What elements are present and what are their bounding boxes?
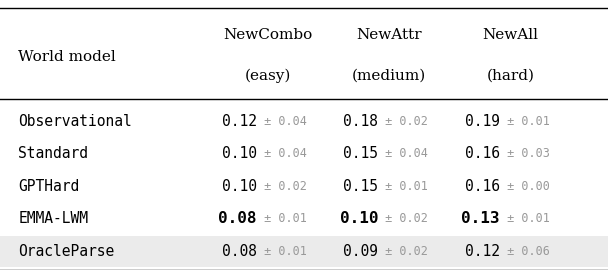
Text: GPTHard: GPTHard — [18, 179, 80, 194]
Text: 0.09: 0.09 — [343, 244, 378, 259]
Text: ± 0.04: ± 0.04 — [257, 147, 306, 160]
Text: ± 0.02: ± 0.02 — [378, 212, 428, 225]
Text: 0.12: 0.12 — [221, 114, 257, 129]
Text: Standard: Standard — [18, 146, 88, 161]
Text: 0.10: 0.10 — [221, 146, 257, 161]
Text: 0.12: 0.12 — [465, 244, 500, 259]
Text: 0.15: 0.15 — [343, 179, 378, 194]
Text: 0.15: 0.15 — [343, 146, 378, 161]
Text: 0.08: 0.08 — [218, 211, 257, 226]
Text: 0.18: 0.18 — [343, 114, 378, 129]
Text: (easy): (easy) — [244, 68, 291, 83]
Text: NewAttr: NewAttr — [356, 28, 422, 42]
Text: ± 0.01: ± 0.01 — [500, 115, 550, 128]
Text: ± 0.01: ± 0.01 — [257, 245, 306, 258]
Text: OracleParse: OracleParse — [18, 244, 114, 259]
Text: ± 0.01: ± 0.01 — [500, 212, 550, 225]
Text: (hard): (hard) — [487, 69, 534, 83]
Text: NewCombo: NewCombo — [223, 28, 312, 42]
FancyBboxPatch shape — [0, 235, 608, 267]
Text: ± 0.03: ± 0.03 — [500, 147, 550, 160]
Text: ± 0.01: ± 0.01 — [378, 180, 428, 193]
Text: ± 0.02: ± 0.02 — [378, 245, 428, 258]
Text: ± 0.02: ± 0.02 — [378, 115, 428, 128]
Text: 0.13: 0.13 — [461, 211, 500, 226]
Text: Observational: Observational — [18, 114, 132, 129]
Text: World model: World model — [18, 50, 116, 64]
Text: 0.08: 0.08 — [221, 244, 257, 259]
Text: ± 0.00: ± 0.00 — [500, 180, 550, 193]
Text: ± 0.04: ± 0.04 — [257, 115, 306, 128]
Text: ± 0.04: ± 0.04 — [378, 147, 428, 160]
Text: EMMA-LWM: EMMA-LWM — [18, 211, 88, 226]
Text: NewAll: NewAll — [483, 28, 539, 42]
Text: 0.10: 0.10 — [340, 211, 378, 226]
Text: 0.16: 0.16 — [465, 179, 500, 194]
Text: 0.10: 0.10 — [221, 179, 257, 194]
Text: ± 0.01: ± 0.01 — [257, 212, 306, 225]
Text: 0.16: 0.16 — [465, 146, 500, 161]
Text: 0.19: 0.19 — [465, 114, 500, 129]
Text: (medium): (medium) — [352, 69, 426, 83]
Text: ± 0.02: ± 0.02 — [257, 180, 306, 193]
Text: ± 0.06: ± 0.06 — [500, 245, 550, 258]
